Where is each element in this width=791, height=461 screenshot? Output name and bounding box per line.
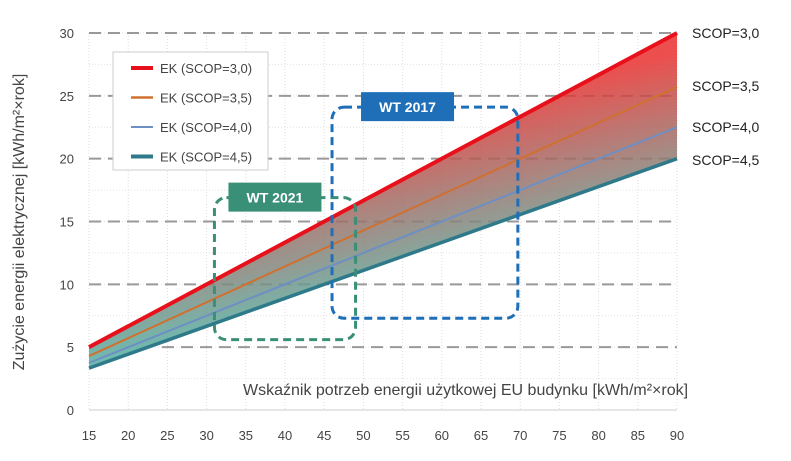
annotations: WT 2021 WT 2017 xyxy=(212,92,520,342)
series-line-2 xyxy=(88,126,678,364)
y-axis-label: Zużycie energii elektrycznej [kWh/m²×rok… xyxy=(11,74,28,371)
legend: EK (SCOP=3,0) EK (SCOP=3,5) EK (SCOP=4,0) E… xyxy=(112,51,269,171)
annotation-label-bg-0 xyxy=(228,182,322,212)
y-tick-label: 5 xyxy=(67,340,74,355)
y-tick-label: 0 xyxy=(67,403,74,418)
annotation-label-bg-1 xyxy=(361,92,455,122)
fill-band xyxy=(89,33,677,369)
x-tick-label: 70 xyxy=(513,428,527,443)
x-tick-label: 25 xyxy=(160,428,174,443)
x-tick-label: 20 xyxy=(121,428,135,443)
x-tick-label: 90 xyxy=(670,428,684,443)
end-label-1: SCOP=3,5 xyxy=(692,78,760,94)
series-line-1 xyxy=(88,86,678,357)
y-tick-label: 25 xyxy=(60,89,74,104)
end-label-3: SCOP=4,5 xyxy=(692,152,760,168)
legend-label-2: EK (SCOP=4,0) xyxy=(160,120,252,135)
series-lines xyxy=(88,31,678,370)
end-label-2: SCOP=4,0 xyxy=(692,119,760,135)
y-tick-label: 20 xyxy=(60,152,74,167)
x-tick-label: 55 xyxy=(395,428,409,443)
x-tick-label: 15 xyxy=(82,428,96,443)
x-tick-label: 65 xyxy=(474,428,488,443)
series-line-3 xyxy=(88,157,678,370)
x-tick-label: 35 xyxy=(239,428,253,443)
tick-labels: 15 20 25 30 35 40 45 50 55 60 65 70 75 80 85 90 0 5 10 15 20… xyxy=(60,26,685,443)
x-tick-label: 80 xyxy=(591,428,605,443)
x-axis-label: Wskaźnik potrzeb energii użytkowej EU bu… xyxy=(243,382,688,399)
x-tick-label: 40 xyxy=(278,428,292,443)
x-tick-label: 85 xyxy=(631,428,645,443)
y-tick-label: 15 xyxy=(60,215,74,230)
legend-label-0: EK (SCOP=3,0) xyxy=(160,61,252,76)
y-tick-label: 30 xyxy=(60,26,74,41)
annotation-label-1: WT 2017 xyxy=(379,99,436,115)
y-tick-label: 10 xyxy=(60,277,74,292)
x-tick-label: 50 xyxy=(356,428,370,443)
end-labels: SCOP=3,0 SCOP=3,5 SCOP=4,0 SCOP=4,5 xyxy=(692,25,760,168)
series-line-0 xyxy=(88,31,678,349)
end-label-0: SCOP=3,0 xyxy=(692,25,760,41)
fill-between-area xyxy=(89,33,677,369)
legend-label-1: EK (SCOP=3,5) xyxy=(160,91,252,106)
annotation-label-0: WT 2021 xyxy=(247,190,304,206)
x-tick-label: 45 xyxy=(317,428,331,443)
legend-box xyxy=(112,51,269,171)
x-tick-label: 75 xyxy=(552,428,566,443)
legend-label-3: EK (SCOP=4,5) xyxy=(160,150,252,165)
x-tick-label: 30 xyxy=(199,428,213,443)
x-tick-label: 60 xyxy=(435,428,449,443)
